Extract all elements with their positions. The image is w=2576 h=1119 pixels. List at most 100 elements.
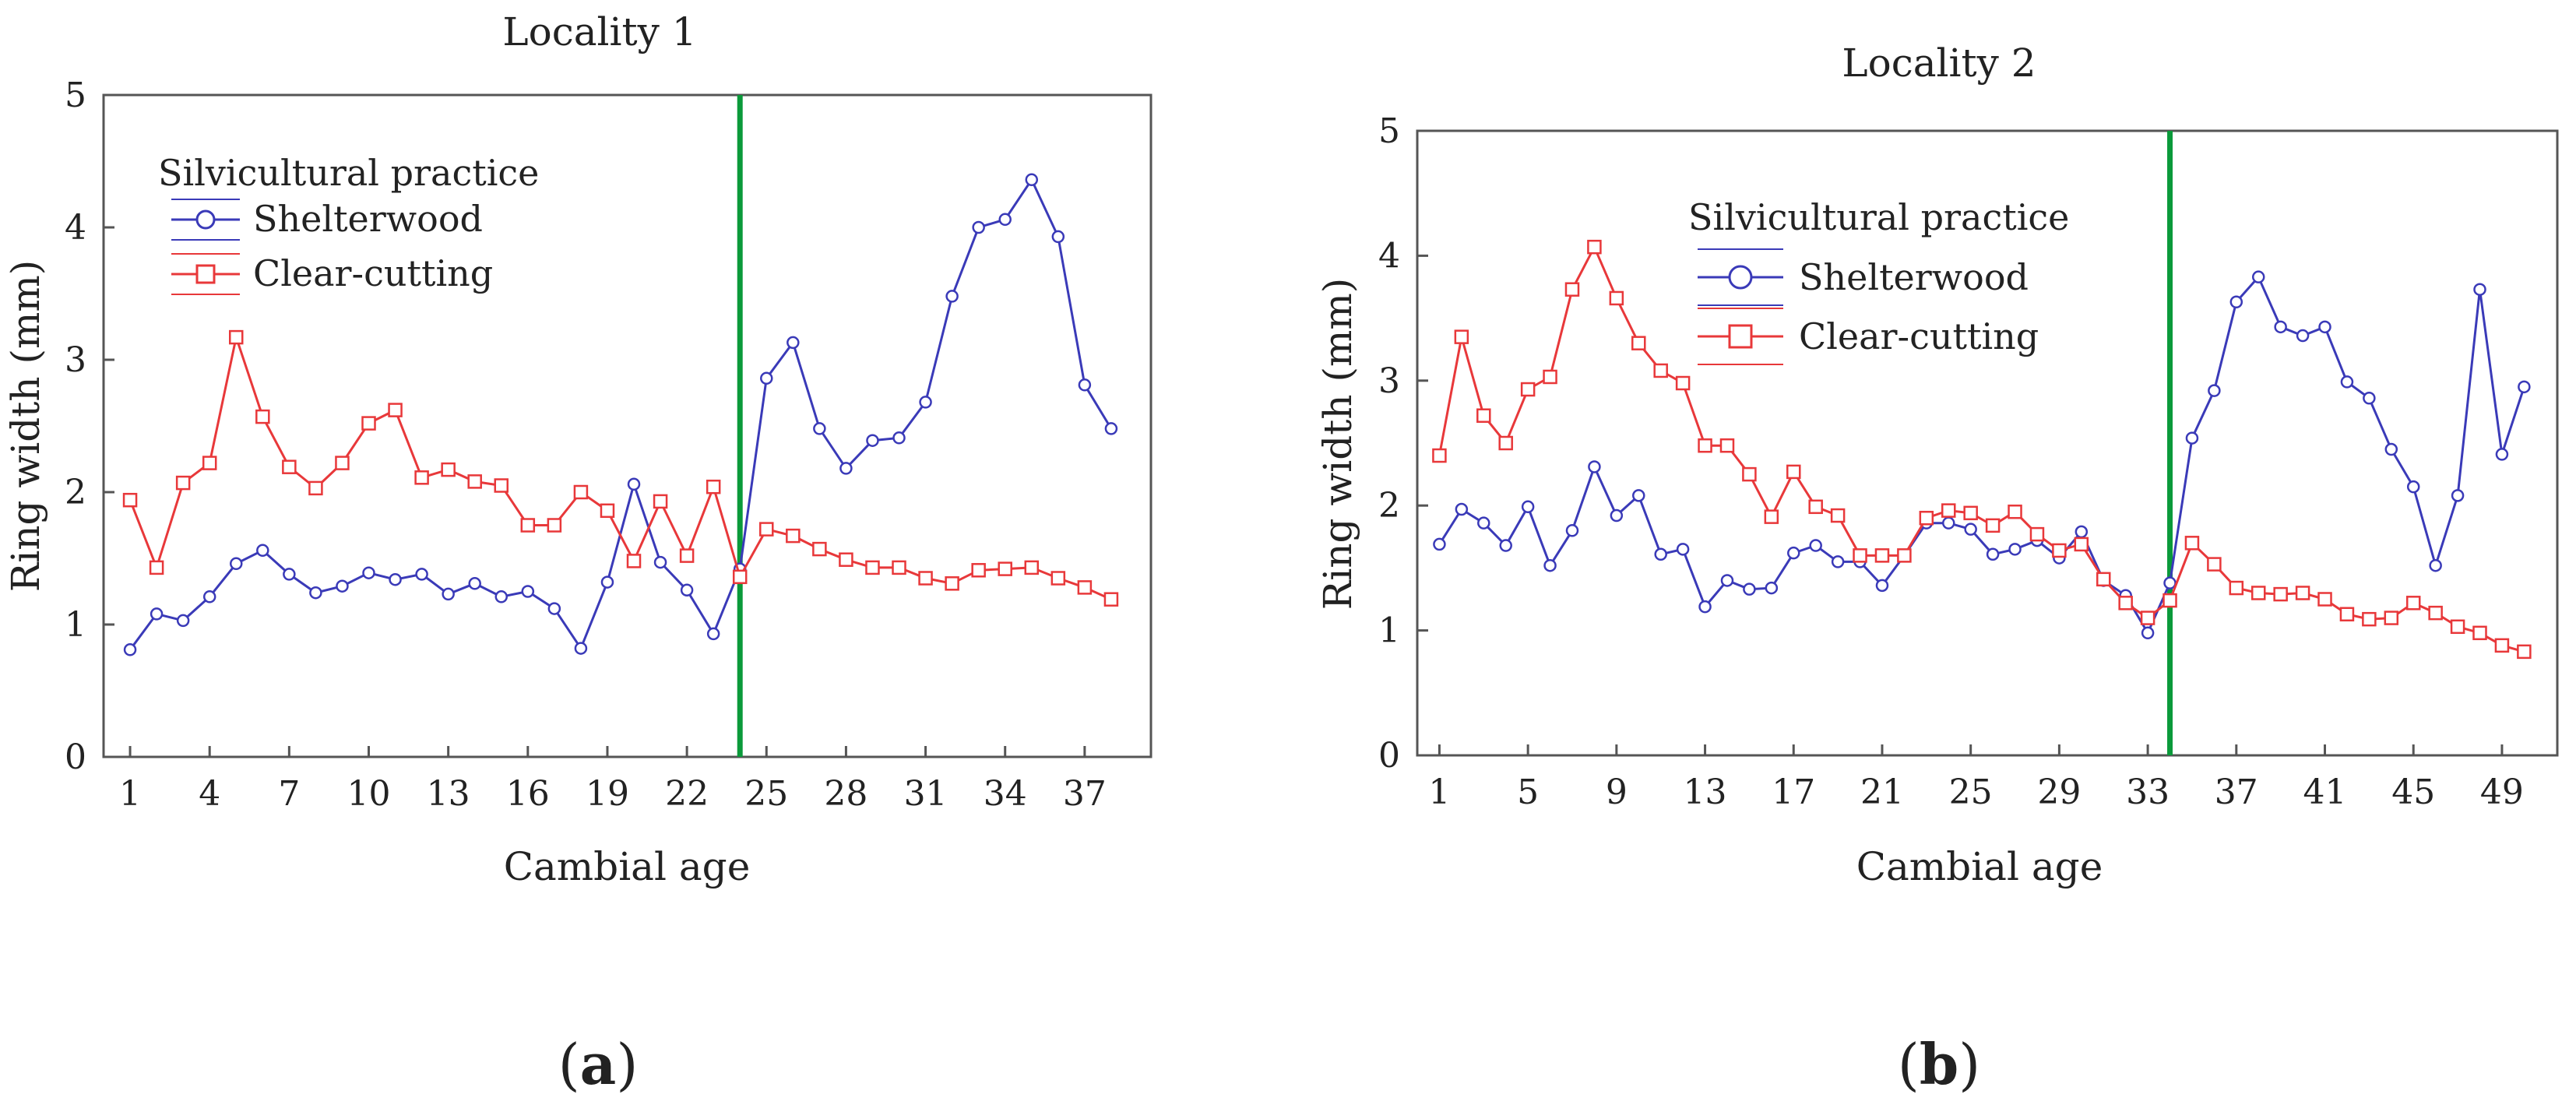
chart-title: Locality 1	[502, 9, 696, 55]
data-point	[2296, 329, 2310, 343]
data-point	[123, 643, 137, 656]
x-tick-label: 29	[2037, 772, 2081, 812]
data-point	[653, 555, 667, 569]
data-point	[760, 371, 773, 385]
data-point	[945, 290, 959, 303]
data-point	[494, 478, 509, 493]
data-point	[2118, 596, 2133, 611]
data-point	[653, 494, 668, 509]
x-tick-label: 1	[1428, 772, 1450, 812]
data-point	[2074, 537, 2089, 552]
legend: Silvicultural practice Shelterwood Clear…	[158, 152, 539, 295]
circle-marker-icon	[1728, 265, 1753, 290]
x-axis: 1 4 7 10 13 16 19 22 25 28 31 34 37	[119, 746, 1107, 814]
data-point	[759, 522, 774, 537]
data-point	[2317, 592, 2332, 607]
data-point	[2363, 392, 2376, 405]
data-point	[1631, 336, 1646, 350]
data-point	[202, 590, 216, 603]
x-tick-label: 28	[824, 774, 867, 814]
square-marker-icon	[1728, 324, 1753, 349]
y-tick-label: 4	[1378, 236, 1400, 276]
x-tick-label: 33	[2126, 772, 2170, 812]
data-point	[892, 560, 906, 575]
data-point	[574, 642, 588, 655]
data-point	[1720, 574, 1734, 587]
data-point	[1986, 547, 2000, 561]
data-point	[282, 459, 297, 474]
x-tick-label: 25	[1949, 772, 1993, 812]
data-point	[255, 409, 270, 424]
data-point	[812, 541, 827, 557]
data-point	[1433, 537, 1446, 551]
data-point	[1809, 539, 1822, 552]
data-point	[1521, 500, 1535, 514]
data-point	[866, 434, 879, 447]
data-point	[1654, 547, 1667, 561]
data-point	[336, 579, 349, 593]
data-point	[1808, 499, 1823, 515]
data-point	[2405, 596, 2421, 611]
data-point	[335, 456, 350, 470]
chart-title: Locality 2	[1842, 40, 2036, 86]
legend-entry-shelterwood: Shelterwood	[1698, 248, 2029, 306]
data-point	[2494, 638, 2510, 653]
data-point	[2318, 320, 2331, 334]
data-point	[1698, 438, 1712, 453]
data-point	[175, 475, 191, 491]
data-point	[414, 470, 429, 485]
data-point	[1875, 579, 1889, 593]
legend-label: Clear-cutting	[1799, 315, 2039, 357]
data-point	[1897, 548, 1912, 563]
data-point	[362, 566, 375, 579]
data-point	[971, 563, 986, 578]
data-point	[2295, 586, 2310, 600]
legend-label: Clear-cutting	[253, 252, 493, 294]
data-point	[2250, 586, 2266, 600]
data-point	[2140, 611, 2155, 625]
y-tick-label: 1	[1378, 611, 1400, 651]
x-tick-label: 49	[2480, 772, 2524, 812]
legend-entry-clear-cutting: Clear-cutting	[1698, 308, 2039, 365]
data-point	[972, 220, 985, 234]
data-point	[2163, 593, 2177, 608]
data-point	[1941, 503, 1956, 518]
data-point	[1676, 543, 1690, 556]
data-point	[1675, 375, 1691, 391]
data-point	[2406, 480, 2420, 494]
data-point	[2208, 384, 2221, 397]
data-point	[520, 518, 536, 533]
data-point	[865, 560, 880, 575]
data-point	[1565, 524, 1579, 537]
data-point	[2362, 611, 2377, 627]
data-point	[2518, 380, 2531, 394]
data-point	[1653, 363, 1668, 378]
y-tick-label: 2	[65, 473, 86, 512]
data-point	[1499, 539, 1512, 552]
data-point	[122, 492, 138, 508]
y-axis-label: Ring width (mm)	[3, 260, 48, 593]
data-point	[706, 479, 721, 494]
data-point	[1455, 502, 1469, 516]
data-point	[626, 554, 642, 568]
data-point	[389, 572, 402, 586]
data-point	[441, 462, 456, 477]
x-tick-label: 41	[2303, 772, 2347, 812]
data-point	[839, 552, 853, 567]
data-point	[732, 569, 748, 585]
plot-frame	[102, 93, 1153, 758]
data-point	[1742, 466, 1757, 482]
data-point	[2229, 580, 2244, 596]
data-point	[2429, 558, 2442, 572]
data-point	[627, 477, 641, 491]
data-point	[1764, 509, 1779, 524]
data-point	[1454, 329, 1469, 344]
data-point	[415, 568, 428, 581]
panel-label-b: (b)	[1898, 1031, 1981, 1097]
data-point	[2207, 557, 2222, 572]
data-point	[919, 396, 932, 409]
data-point	[1719, 438, 1735, 453]
data-point	[2340, 375, 2354, 389]
data-point	[945, 576, 959, 591]
